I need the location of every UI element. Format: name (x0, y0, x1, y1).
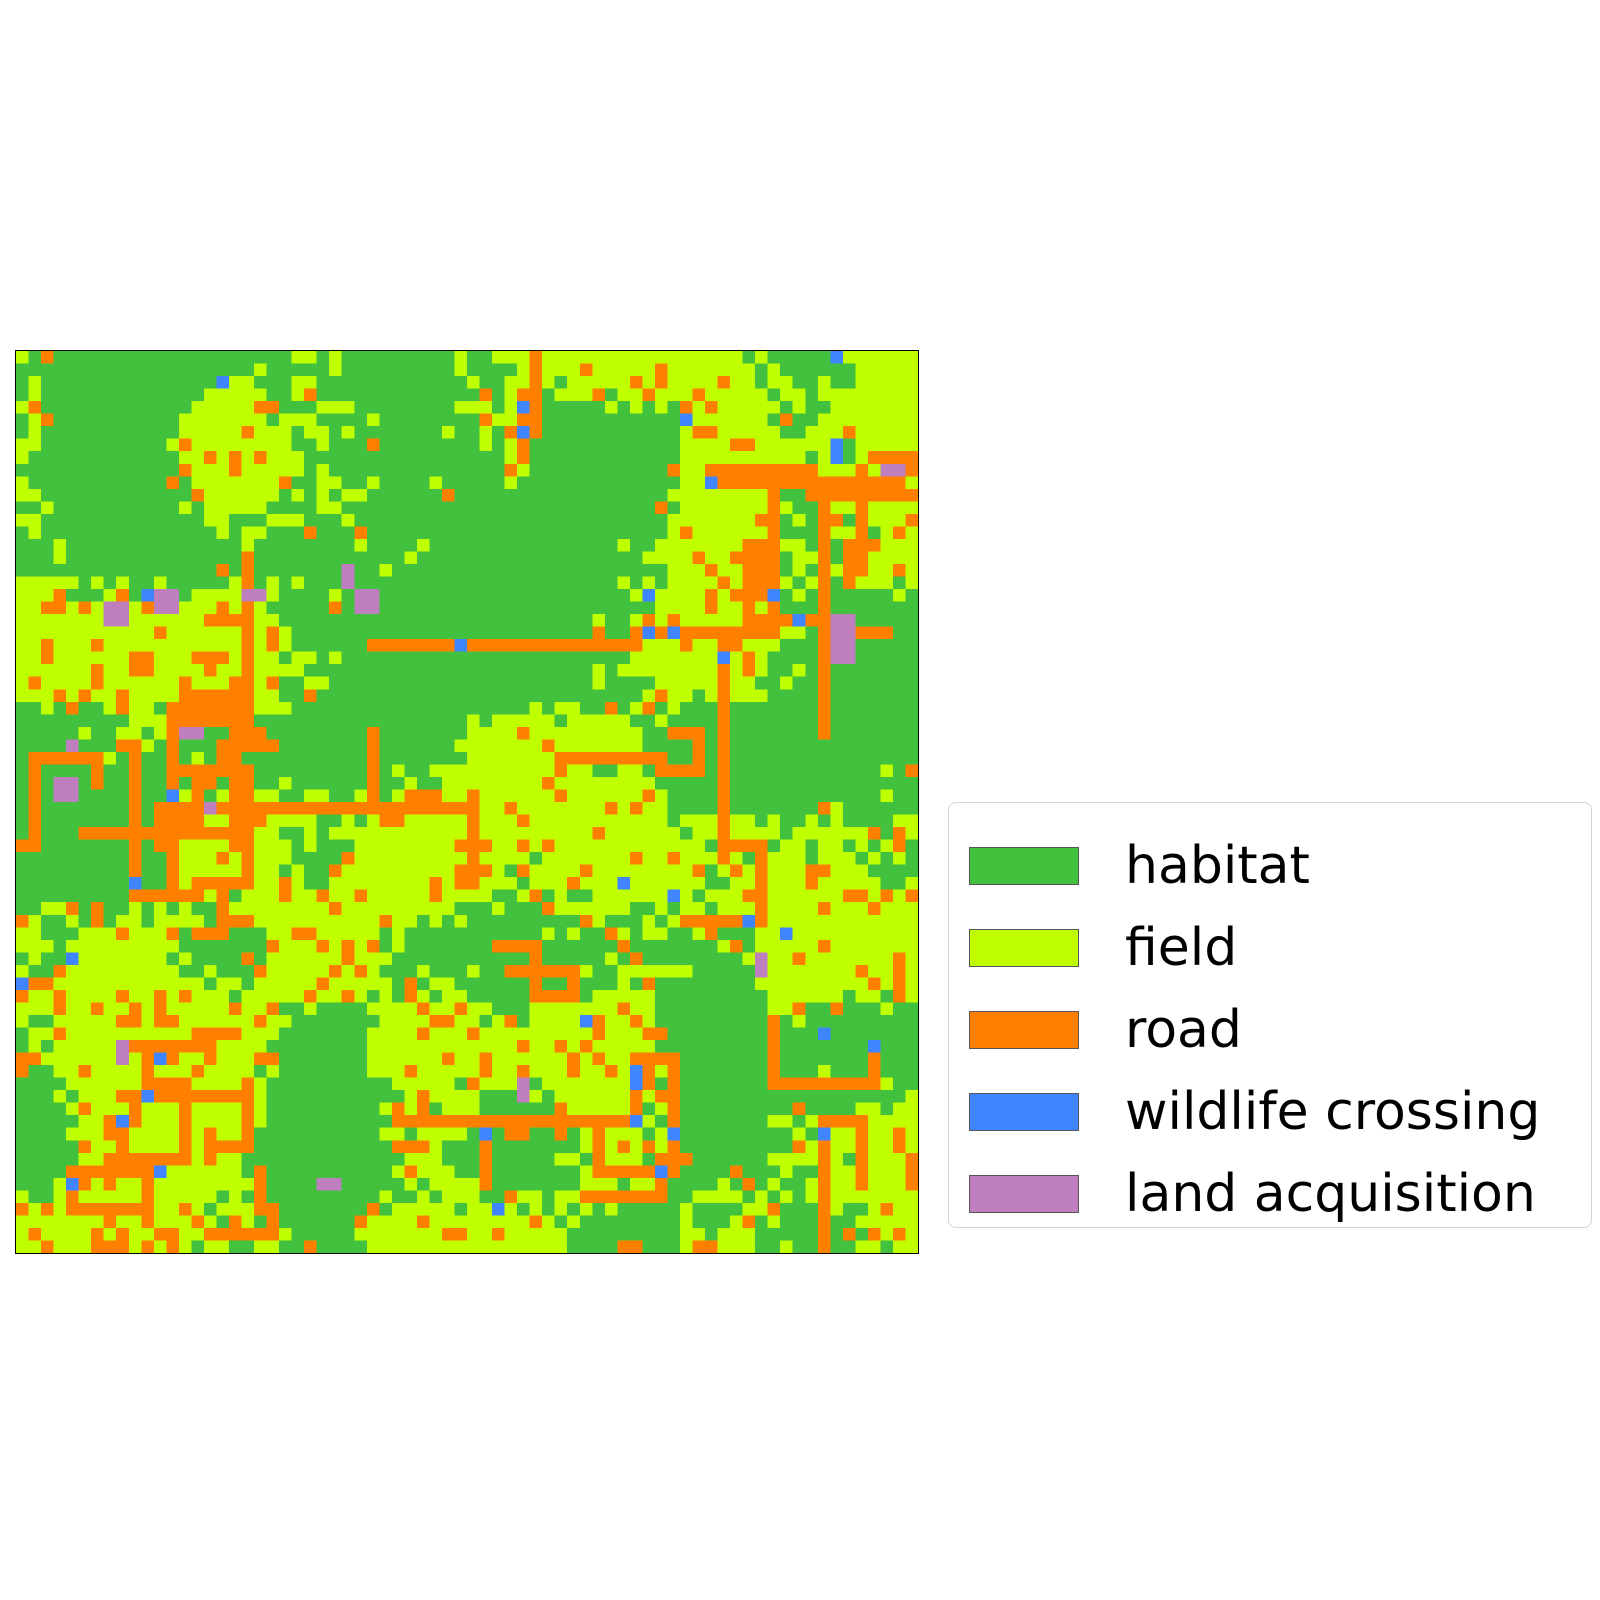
legend-item-road: road (969, 989, 1591, 1071)
legend-swatch-wildlife-crossing (969, 1093, 1079, 1131)
legend-swatch-field (969, 929, 1079, 967)
legend-item-wildlife-crossing: wildlife crossing (969, 1071, 1591, 1153)
legend-label-land-acquisition: land acquisition (1125, 1164, 1536, 1224)
legend: habitat field road wildlife crossing lan… (948, 802, 1592, 1228)
legend-item-habitat: habitat (969, 825, 1591, 907)
legend-item-field: field (969, 907, 1591, 989)
legend-swatch-road (969, 1011, 1079, 1049)
land-use-grid (16, 351, 918, 1253)
legend-label-wildlife-crossing: wildlife crossing (1125, 1082, 1541, 1142)
legend-label-road: road (1125, 1000, 1242, 1060)
legend-label-field: field (1125, 918, 1238, 978)
legend-swatch-land-acquisition (969, 1175, 1079, 1213)
land-use-map (15, 350, 919, 1254)
legend-swatch-habitat (969, 847, 1079, 885)
legend-label-habitat: habitat (1125, 836, 1310, 896)
legend-item-land-acquisition: land acquisition (969, 1153, 1591, 1235)
